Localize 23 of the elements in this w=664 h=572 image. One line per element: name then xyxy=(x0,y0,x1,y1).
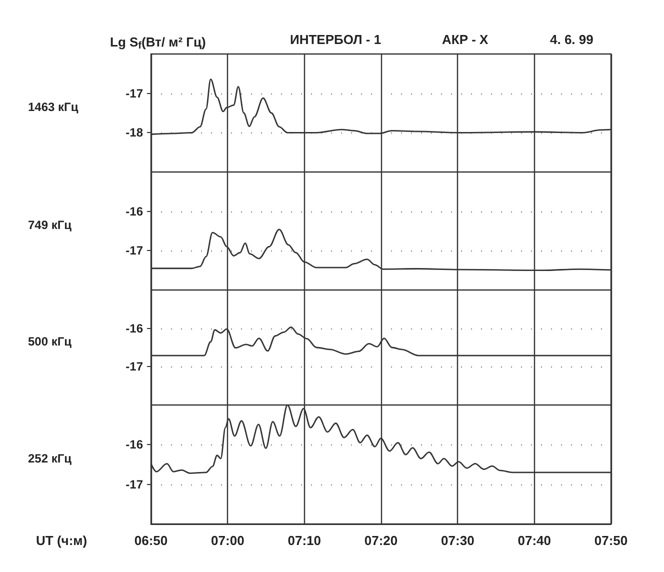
x-tick-label: 07:00 xyxy=(211,533,244,548)
y-tick-label: -17 xyxy=(126,360,144,374)
x-tick-label: 07:40 xyxy=(518,533,551,548)
text: АКР - X xyxy=(442,32,489,47)
x-tick-label: 07:30 xyxy=(441,533,474,548)
y-tick-label: -16 xyxy=(126,204,144,218)
y-axis-title: 1463 кГц xyxy=(28,100,79,114)
x-axis-title: UT (ч:м) xyxy=(36,533,88,548)
x-tick-label: 06:50 xyxy=(134,533,168,548)
y-axis-title: 252 кГц xyxy=(28,452,72,466)
y-axis-title: 749 кГц xyxy=(28,218,72,232)
y-tick-label: -16 xyxy=(126,438,144,452)
y-tick-label: -18 xyxy=(126,126,144,140)
y-tick-label: -17 xyxy=(126,477,144,492)
y-axis-title: 500 кГц xyxy=(28,334,72,348)
y-tick-label: -17 xyxy=(126,86,144,100)
x-tick-label: 07:10 xyxy=(288,533,321,548)
y-tick-label: -17 xyxy=(126,244,144,258)
chart-subtitle: ИНТЕРБОЛ - 1 xyxy=(290,32,382,47)
y-tick-label: -16 xyxy=(126,321,144,336)
x-tick-label: 07:20 xyxy=(364,533,398,548)
text: 4. 6. 99 xyxy=(550,32,594,47)
x-tick-label: 07:50 xyxy=(594,533,628,548)
